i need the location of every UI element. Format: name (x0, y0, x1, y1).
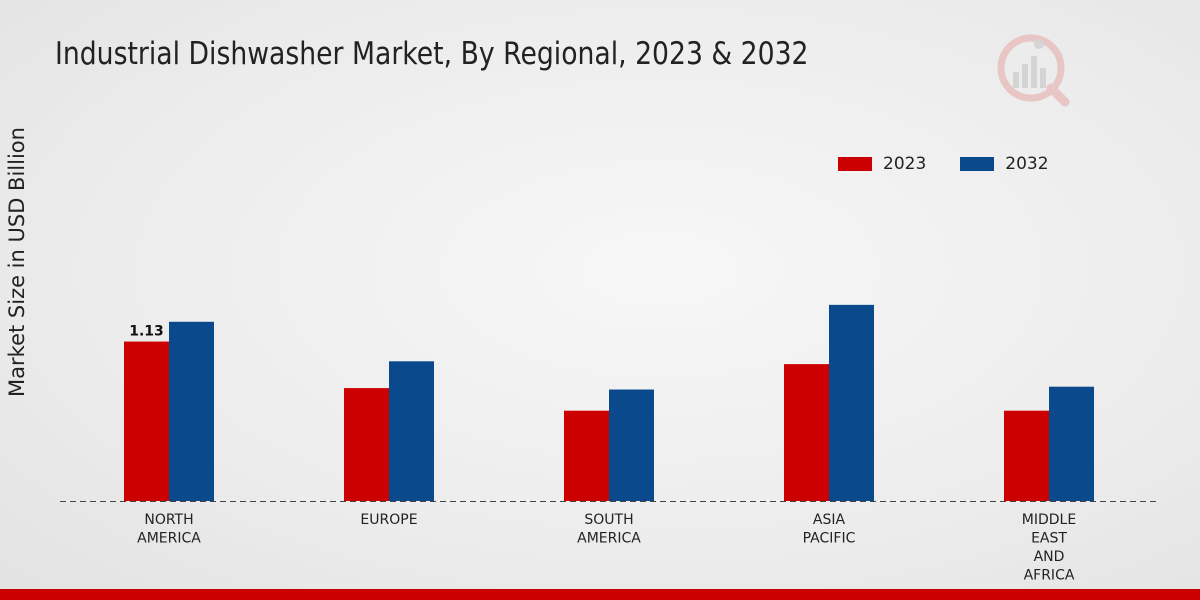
brand-logo-icon (997, 34, 1070, 107)
legend-swatch-2023 (838, 157, 872, 171)
bar-2023-1 (344, 388, 389, 501)
bar-2032-0 (169, 321, 214, 501)
x-tick-label-4-2: AND (1034, 549, 1065, 565)
legend-label-2023: 2023 (883, 154, 927, 174)
bar-2023-4 (1004, 410, 1049, 501)
bar-2032-2 (609, 389, 654, 501)
x-tick-label-3-1: PACIFIC (803, 531, 856, 547)
bar-2032-4 (1049, 386, 1094, 501)
x-tick-label-3-0: ASIA (813, 512, 846, 528)
legend-swatch-2032 (960, 157, 995, 171)
x-tick-label-1-0: EUROPE (360, 512, 417, 528)
x-tick-label-4-3: AFRICA (1024, 568, 1075, 584)
data-label-0: 1.13 (129, 324, 164, 340)
x-tick-label-0-0: NORTH (144, 512, 193, 528)
x-tick-label-4-1: EAST (1031, 531, 1067, 547)
bar-2023-0 (124, 341, 169, 501)
x-tick-label-2-0: SOUTH (584, 512, 633, 528)
chart-title: Industrial Dishwasher Market, By Regiona… (55, 36, 809, 72)
bottom-accent-bar (0, 589, 1200, 600)
legend: 2023 2032 (838, 154, 1083, 174)
bar-2023-2 (564, 410, 609, 501)
legend-label-2032: 2032 (1005, 154, 1049, 174)
x-tick-label-0-1: AMERICA (137, 531, 201, 547)
x-tick-label-2-1: AMERICA (577, 531, 641, 547)
bar-2032-1 (389, 361, 434, 501)
x-tick-label-4-0: MIDDLE (1022, 512, 1076, 528)
bar-2023-3 (784, 364, 829, 501)
bar-2032-3 (829, 304, 874, 501)
legend-item-2023: 2023 (838, 154, 926, 174)
legend-item-2032: 2032 (960, 154, 1049, 174)
